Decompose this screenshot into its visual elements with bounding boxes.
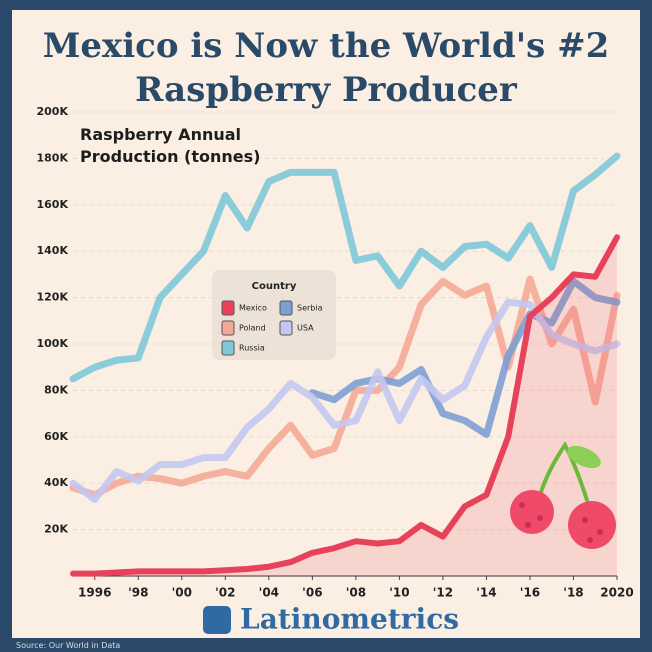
x-tick-label: '00 — [172, 586, 192, 600]
y-tick-label: 60K — [44, 430, 68, 443]
y-tick-label: 200K — [37, 105, 69, 118]
legend-swatch — [279, 300, 293, 316]
line — [69, 152, 621, 383]
y-tick-label: 40K — [44, 476, 68, 489]
legend-swatch — [221, 320, 235, 336]
legend-label: Serbia — [297, 304, 323, 313]
legend-label: Poland — [239, 324, 266, 333]
x-tick-label: '08 — [346, 586, 366, 600]
legend-swatch — [221, 340, 235, 356]
brand: Latinometrics — [240, 603, 459, 636]
area — [73, 237, 617, 576]
x-tick-label: '16 — [520, 586, 540, 600]
y-tick-label: 180K — [37, 151, 69, 164]
x-tick-label: '02 — [215, 586, 235, 600]
legend-title: Country — [252, 281, 297, 292]
legend-label: USA — [297, 324, 314, 333]
brand-logo — [203, 606, 231, 634]
source: Source: Our World in Data — [16, 641, 121, 650]
legend-label: Russia — [239, 344, 265, 353]
line — [308, 277, 621, 438]
x-tick-label: '98 — [128, 586, 148, 600]
legend-swatch — [221, 300, 235, 316]
x-tick-label: '04 — [259, 586, 279, 600]
y-tick-label: 20K — [44, 523, 68, 536]
y-tick-label: 120K — [37, 291, 69, 304]
x-tick-label: '12 — [433, 586, 453, 600]
legend-box: Country Mexico Poland Russia Serbia USA — [212, 270, 336, 360]
x-tick-label: 1996 — [78, 586, 111, 600]
x-tick-label: 2020 — [600, 586, 633, 600]
x-tick-label: '10 — [389, 586, 409, 600]
x-tick-label: '18 — [563, 586, 583, 600]
y-tick-label: 160K — [37, 198, 69, 211]
legend-swatch — [279, 320, 293, 336]
y-tick-label: 140K — [37, 244, 69, 257]
x-tick-label: '14 — [476, 586, 496, 600]
raspberry-illustration — [510, 441, 616, 549]
chart-title: Mexico is Now the World's #2 Raspberry P… — [42, 26, 610, 110]
legend-label: Mexico — [239, 304, 267, 313]
y-tick-label: 100K — [37, 337, 69, 350]
y-tick-label: 80K — [44, 383, 68, 396]
y-axis-label: Raspberry Annual Production (tonnes) — [80, 125, 261, 166]
x-tick-label: '06 — [302, 586, 322, 600]
line — [69, 298, 621, 503]
line — [70, 234, 620, 577]
